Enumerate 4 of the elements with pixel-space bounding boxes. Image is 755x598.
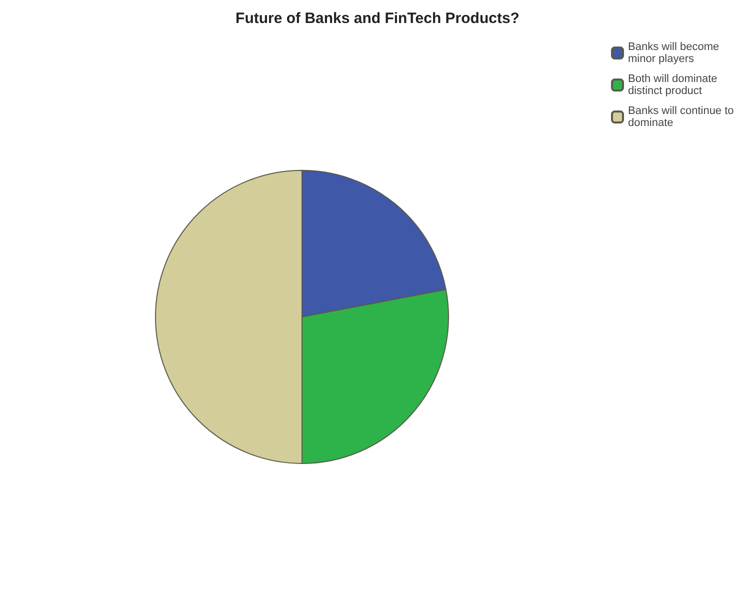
legend-label: Banks will become minor players: [628, 41, 722, 65]
legend-label: Both will dominate distinct product: [628, 73, 720, 97]
legend-label: Banks will continue to dominate: [628, 105, 737, 129]
chart-title: Future of Banks and FinTech Products?: [236, 10, 520, 27]
